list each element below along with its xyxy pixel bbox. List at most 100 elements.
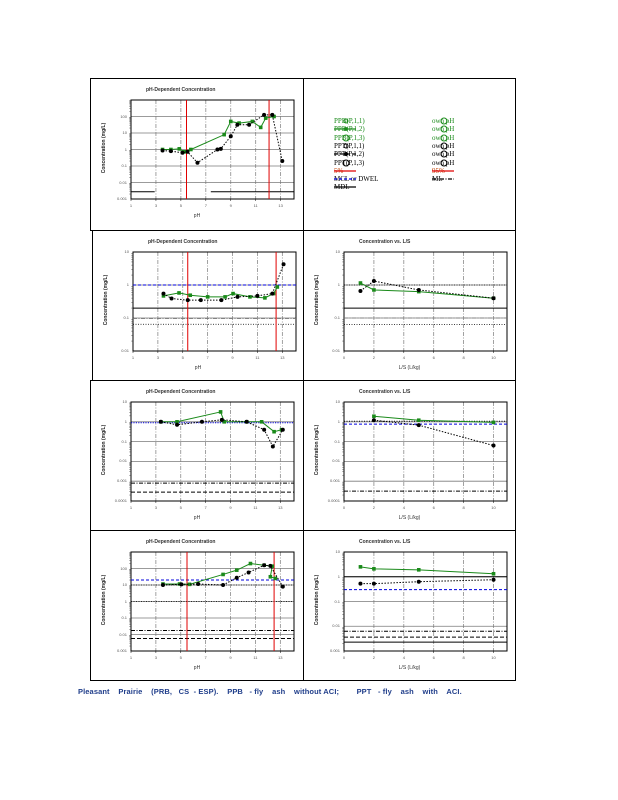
- legend-label: own pH: [432, 150, 455, 159]
- legend-symbol: [343, 143, 349, 149]
- chart-svg: [342, 401, 508, 503]
- legend-label: MCL or DWEL: [334, 175, 379, 184]
- legend-symbol: [440, 158, 448, 167]
- legend-marker: [344, 127, 348, 132]
- legend-marker: [343, 143, 349, 149]
- legend-item: own pH: [432, 117, 454, 125]
- x-tick-label: 11: [253, 505, 258, 510]
- plot-area: [130, 99, 295, 200]
- legend-marker: [343, 118, 349, 124]
- y-tick-label: 10: [335, 549, 340, 554]
- x-tick-label: 11: [253, 203, 258, 208]
- data-point: [262, 427, 267, 432]
- x-tick-label: 1: [129, 203, 133, 208]
- y-tick-label: 0.1: [334, 438, 340, 444]
- y-tick-label: 0.01: [332, 623, 340, 629]
- data-point: [223, 295, 227, 299]
- data-point: [280, 427, 285, 432]
- x-tick-label: 8: [462, 655, 465, 660]
- data-point: [491, 443, 496, 448]
- data-point: [270, 112, 275, 117]
- data-point: [160, 148, 165, 153]
- data-point: [358, 281, 363, 285]
- chart-title: Concentration vs. L/S: [359, 539, 411, 545]
- data-point: [198, 298, 203, 303]
- x-tick-label: 4: [402, 355, 405, 360]
- data-point: [248, 561, 253, 566]
- legend-label: own pH: [432, 117, 455, 125]
- data-point: [248, 295, 252, 299]
- data-point: [272, 429, 276, 434]
- legend-item: own pH: [432, 159, 454, 167]
- y-tick-label: 0.01: [119, 631, 127, 637]
- data-point: [255, 293, 260, 298]
- legend-marker: [440, 125, 448, 133]
- x-axis-label: pH: [193, 213, 201, 219]
- data-point: [168, 149, 173, 154]
- x-tick-label: 6: [432, 355, 435, 360]
- data-point: [416, 418, 421, 423]
- legend-item: 95%: [432, 167, 454, 175]
- y-tick-label: 0.001: [116, 196, 127, 201]
- legend-label: own pH: [432, 158, 455, 167]
- x-tick-label: 2: [372, 655, 376, 660]
- data-point: [491, 296, 496, 301]
- data-point: [188, 293, 193, 298]
- y-tick-label: 10: [122, 399, 127, 404]
- series-line: [160, 419, 284, 448]
- data-point: [246, 570, 251, 575]
- figure-caption: Pleasant Prairie (PRB, CS - ESP). PPB - …: [78, 687, 462, 696]
- legend-item: PPB(P,1,2): [334, 125, 365, 133]
- legend-label: own pH: [432, 141, 455, 150]
- legend-symbol: [440, 125, 448, 133]
- data-point: [371, 418, 376, 423]
- legend-symbol: [343, 118, 349, 124]
- x-axis-label: L/S (L/kg): [398, 515, 421, 521]
- legend-symbol: [440, 134, 448, 142]
- data-point: [175, 422, 180, 427]
- x-tick-label: 0: [342, 355, 346, 360]
- legend-item: PPT(P,1,3): [334, 159, 364, 167]
- y-tick-label: 1: [337, 573, 340, 579]
- plot-area: [132, 251, 297, 352]
- x-tick-label: 9: [229, 655, 232, 660]
- x-tick-label: 5: [179, 655, 182, 660]
- y-axis-label: Concentration (mg/L): [103, 274, 109, 326]
- data-point: [358, 565, 363, 569]
- series-line: [162, 114, 283, 164]
- data-point: [215, 147, 220, 152]
- legend-item: PPB(P,1,1): [334, 117, 365, 125]
- legend-item: MDL: [334, 183, 356, 191]
- x-tick-label: 13: [280, 355, 285, 360]
- legend-label: own pH: [432, 125, 455, 134]
- data-point: [221, 572, 225, 577]
- x-tick-label: 8: [462, 505, 465, 510]
- legend-symbol: [334, 127, 356, 132]
- legend-symbol: [342, 158, 350, 167]
- legend-item: PPT(P,1,2): [334, 150, 364, 158]
- data-point: [280, 159, 285, 164]
- x-tick-label: 11: [255, 355, 260, 360]
- y-tick-label: 1: [337, 418, 340, 424]
- x-tick-label: 8: [462, 355, 465, 360]
- series-line: [162, 116, 275, 153]
- x-tick-label: 13: [278, 203, 283, 208]
- x-tick-label: 2: [372, 355, 376, 360]
- data-point: [491, 577, 496, 582]
- data-point: [218, 146, 223, 151]
- plot-area: [130, 401, 295, 502]
- data-point: [263, 116, 268, 120]
- data-point: [268, 563, 273, 568]
- y-tick-label: 0.1: [121, 438, 127, 444]
- data-point: [219, 417, 224, 422]
- y-tick-label: 0.01: [332, 348, 340, 353]
- legend-item: own pH: [432, 150, 454, 158]
- data-point: [371, 581, 376, 586]
- legend-item: own pH: [432, 142, 454, 150]
- legend-marker: [440, 142, 448, 150]
- chart-panel-5: Concentration vs. L/S L/S (L/kg) Concentra…: [303, 380, 516, 531]
- legend-marker: [440, 134, 448, 142]
- x-tick-label: 5: [179, 505, 182, 510]
- y-axis-label: Concentration (mg/L): [101, 424, 107, 476]
- legend-symbol: [342, 134, 350, 142]
